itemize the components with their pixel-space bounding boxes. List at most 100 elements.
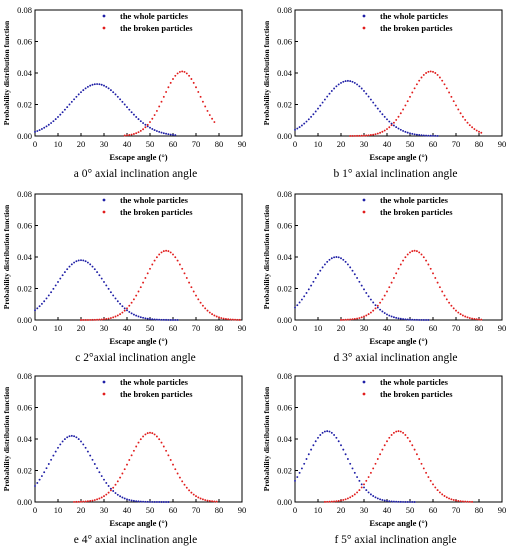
data-point: [335, 436, 338, 439]
x-tick-label: 60: [169, 139, 178, 149]
data-point: [386, 118, 388, 121]
data-point: [107, 491, 110, 494]
series-broken: [340, 249, 483, 321]
x-tick-label: 40: [123, 505, 132, 515]
data-point: [151, 318, 154, 321]
y-axis-title: Probability distribution function: [2, 386, 11, 491]
data-point: [409, 318, 411, 321]
data-point: [100, 277, 103, 280]
data-point: [165, 91, 168, 93]
data-point: [211, 313, 214, 316]
series-whole: [294, 430, 416, 503]
data-point: [112, 490, 115, 492]
x-tick-label: 10: [314, 323, 323, 333]
data-point: [155, 109, 158, 112]
data-point: [409, 440, 411, 443]
x-tick-label: 60: [429, 505, 438, 515]
data-point: [208, 114, 211, 116]
x-tick-label: 40: [123, 323, 132, 333]
data-point: [185, 277, 188, 279]
data-point: [427, 319, 430, 321]
data-point: [40, 475, 43, 478]
data-point: [356, 476, 359, 478]
data-point: [130, 133, 133, 136]
x-tick-label: 40: [383, 139, 392, 149]
data-point: [381, 113, 384, 116]
data-point: [346, 497, 349, 500]
data-point: [434, 134, 437, 137]
data-point: [466, 316, 469, 319]
data-point: [367, 295, 370, 298]
data-point: [61, 111, 64, 114]
series-broken: [123, 70, 216, 137]
data-point: [139, 286, 142, 289]
data-point: [116, 314, 119, 317]
data-point: [190, 78, 193, 80]
data-point: [68, 265, 71, 268]
data-point: [369, 134, 372, 136]
data-point: [379, 308, 382, 311]
data-point: [452, 100, 455, 103]
data-point: [215, 500, 218, 503]
data-point: [155, 435, 158, 438]
data-point: [300, 467, 303, 470]
data-point: [351, 467, 354, 470]
data-point: [448, 301, 451, 304]
data-point: [47, 463, 50, 465]
data-point: [478, 318, 480, 321]
data-point: [379, 110, 382, 113]
data-point: [47, 294, 50, 297]
data-point: [406, 436, 409, 439]
data-point: [406, 100, 409, 103]
data-point: [77, 438, 80, 441]
data-point: [328, 92, 331, 95]
data-point: [105, 482, 108, 484]
data-point: [199, 95, 202, 98]
data-point: [342, 499, 345, 501]
data-point: [420, 253, 423, 256]
data-point: [464, 315, 467, 318]
x-tick-label: 80: [215, 323, 224, 333]
x-tick-label: 50: [146, 323, 155, 333]
data-point: [144, 277, 147, 279]
data-point: [114, 297, 117, 300]
data-point: [123, 307, 126, 310]
data-point: [185, 72, 188, 75]
data-point: [77, 500, 80, 503]
data-point: [418, 318, 421, 321]
data-point: [139, 316, 142, 319]
legend-label: the broken particles: [120, 389, 193, 399]
data-point: [367, 491, 370, 494]
data-point: [404, 256, 407, 259]
data-point: [169, 81, 172, 84]
data-point: [397, 127, 400, 130]
x-tick-label: 90: [498, 323, 507, 333]
x-axis-title: Escape angle (°): [109, 152, 167, 162]
data-point: [381, 448, 384, 451]
y-tick-label: 0.02: [277, 284, 292, 294]
data-point: [43, 471, 46, 474]
data-point: [365, 314, 368, 317]
data-point: [183, 272, 186, 275]
data-point: [36, 130, 39, 132]
data-point: [404, 500, 407, 503]
data-point: [468, 317, 471, 319]
data-point: [36, 307, 39, 310]
legend: the whole particles the broken particles: [362, 195, 453, 217]
data-point: [365, 92, 368, 95]
data-point: [93, 268, 96, 271]
data-point: [406, 253, 409, 256]
data-point: [397, 317, 400, 320]
data-point: [294, 128, 296, 131]
data-point: [40, 128, 43, 130]
legend-label: the whole particles: [380, 377, 449, 387]
data-point: [158, 105, 161, 108]
data-point: [344, 498, 347, 501]
y-tick-label: 0.00: [17, 315, 32, 325]
data-point: [135, 500, 138, 503]
data-point: [238, 318, 241, 321]
x-axis-title: Escape angle (°): [369, 518, 427, 528]
y-tick-label: 0.06: [277, 221, 292, 231]
data-point: [195, 495, 197, 498]
data-point: [121, 472, 124, 475]
